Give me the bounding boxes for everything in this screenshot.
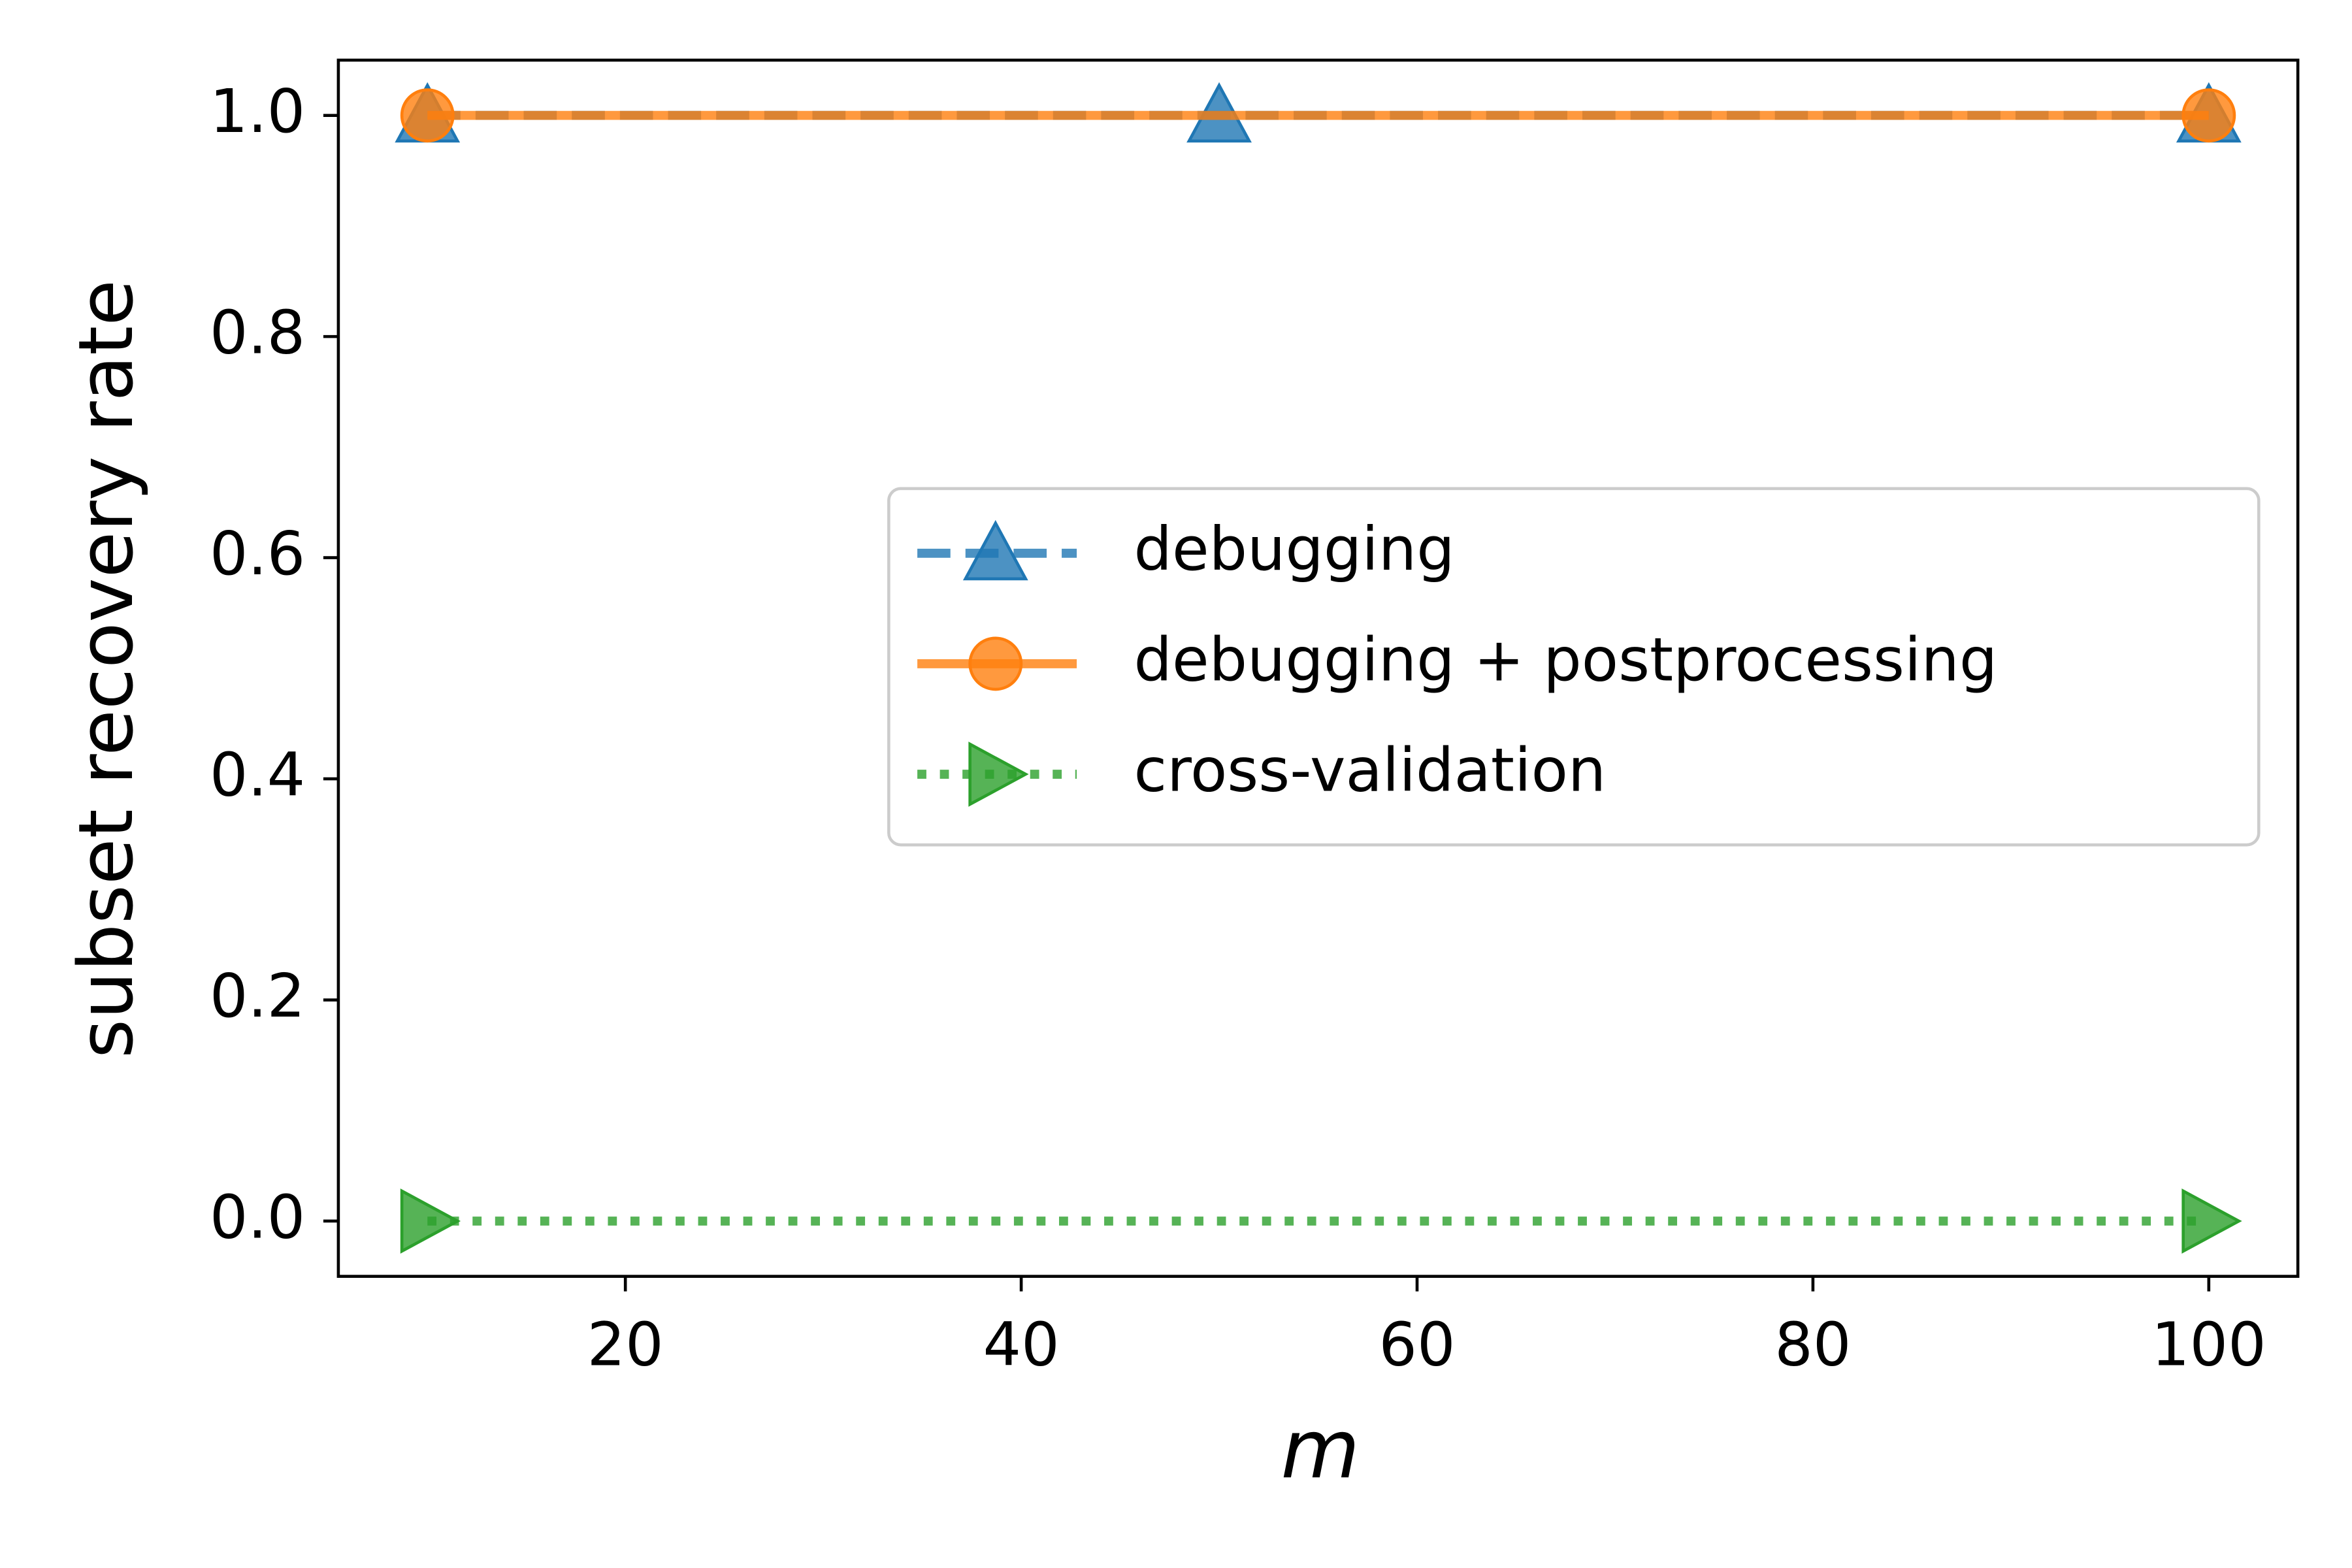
marker xyxy=(968,742,1029,807)
y-tick-label: 1.0 xyxy=(210,76,305,146)
legend: debugging debugging + postprocessing cross… xyxy=(887,487,2261,847)
y-tick-label: 0.6 xyxy=(210,519,305,589)
marker xyxy=(2181,1188,2242,1254)
x-tick-label: 40 xyxy=(983,1309,1060,1379)
marker xyxy=(400,88,455,143)
marker xyxy=(400,1188,461,1254)
marker xyxy=(962,519,1028,581)
y-tick-label: 0.4 xyxy=(210,740,305,809)
x-tick-label: 20 xyxy=(587,1309,664,1379)
legend-box xyxy=(887,487,2261,847)
y-axis-label: subset recovery rate xyxy=(63,280,150,1058)
marker xyxy=(968,636,1023,691)
legend-label: cross-validation xyxy=(1134,735,1607,805)
x-tick-label: 80 xyxy=(1774,1309,1851,1379)
x-tick-label: 100 xyxy=(2151,1309,2266,1379)
y-tick-label: 0.2 xyxy=(210,961,305,1031)
x-axis-label: m xyxy=(1281,1403,1360,1497)
y-tick-label: 0.0 xyxy=(210,1182,305,1252)
x-tick-label: 60 xyxy=(1379,1309,1455,1379)
marker xyxy=(2181,88,2236,143)
plot-frame xyxy=(336,58,2300,1278)
y-tick-label: 0.8 xyxy=(210,298,305,368)
legend-label: debugging xyxy=(1134,514,1455,584)
legend-label: debugging + postprocessing xyxy=(1134,625,1998,694)
